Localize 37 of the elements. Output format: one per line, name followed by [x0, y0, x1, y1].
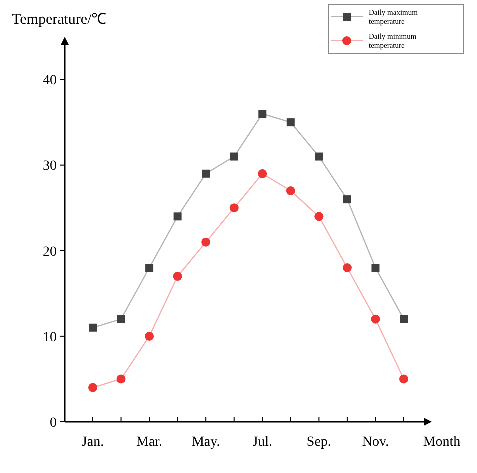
- y-tick-label: 20: [43, 244, 57, 260]
- x-axis-title: Month: [423, 435, 461, 450]
- x-tick-label: Mar.: [136, 435, 163, 450]
- point: [315, 152, 324, 161]
- y-tick-label: 30: [43, 159, 57, 174]
- point: [202, 238, 211, 247]
- point: [88, 383, 98, 392]
- y-axis-title: Temperature/℃: [12, 12, 107, 28]
- point: [230, 152, 238, 161]
- point: [372, 264, 380, 272]
- point: [202, 170, 210, 178]
- point: [116, 374, 126, 384]
- point: [145, 332, 154, 341]
- y-tick-label: 40: [43, 74, 57, 89]
- x-tick-label: May.: [192, 435, 220, 450]
- point: [173, 272, 182, 282]
- y-tick-label: 0: [50, 416, 57, 431]
- point: [400, 315, 408, 324]
- x-tick-label: Sep.: [306, 435, 332, 450]
- point: [343, 196, 352, 204]
- x-tick-label: Nov.: [362, 435, 390, 450]
- point: [146, 264, 154, 272]
- point: [174, 212, 182, 221]
- point: [286, 186, 296, 196]
- point: [286, 118, 295, 127]
- y-tick-label: 10: [43, 330, 57, 346]
- x-tick-label: Jul.: [252, 435, 273, 450]
- point: [258, 110, 267, 118]
- point: [230, 204, 239, 213]
- point: [314, 212, 324, 222]
- point: [342, 264, 352, 272]
- point: [371, 314, 380, 324]
- point: [89, 324, 97, 332]
- x-tick-label: Jan.: [82, 435, 104, 450]
- point: [117, 315, 126, 324]
- point: [400, 374, 408, 384]
- point: [258, 169, 268, 178]
